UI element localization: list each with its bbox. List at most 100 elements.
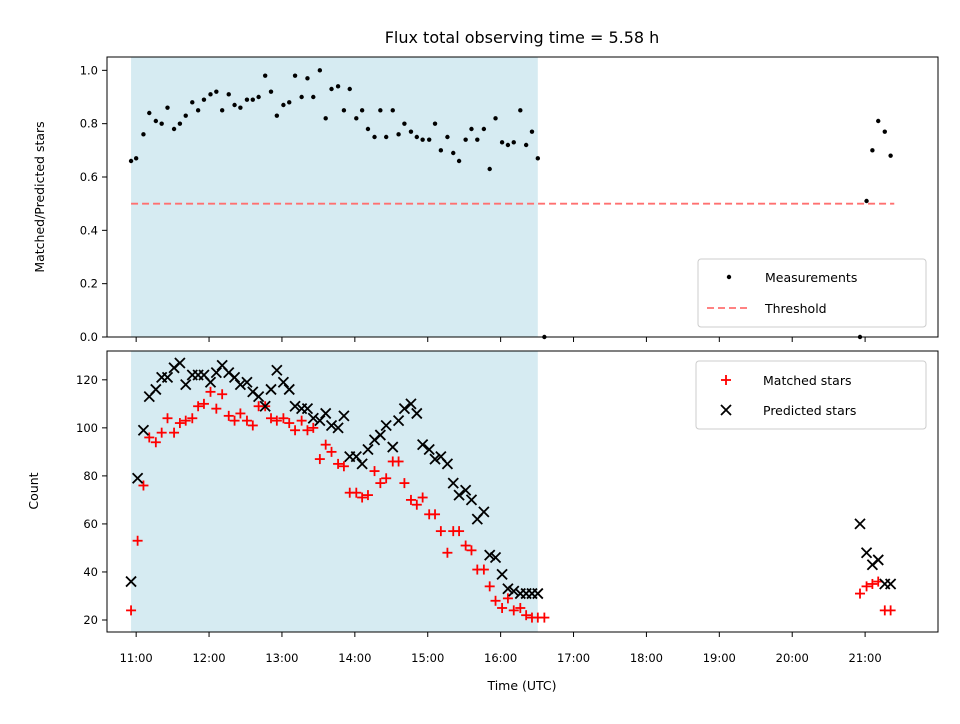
measurement-point	[475, 137, 480, 142]
predicted-star-point	[325, 419, 338, 432]
measurement-point	[268, 89, 274, 94]
measurement-point	[535, 156, 541, 161]
predicted-star-point	[411, 407, 423, 420]
measurement-point	[505, 142, 511, 148]
top-y-ticks: 0.0 0.2 0.4 0.6 0.8 1.0	[80, 63, 107, 344]
matched-star-point	[235, 408, 246, 419]
matched-star-point	[466, 545, 477, 556]
x-tick-label: 16:00	[484, 651, 517, 665]
predicted-star-point	[241, 376, 253, 388]
matched-star-point	[490, 595, 501, 606]
matched-star-point	[193, 401, 204, 412]
measurement-point	[274, 113, 280, 118]
measurement-point	[518, 108, 523, 113]
predicted-star-point	[204, 376, 217, 388]
predicted-star-point	[210, 366, 222, 379]
predicted-star-point	[307, 412, 319, 424]
matched-star-point	[320, 439, 331, 450]
predicted-star-point	[228, 371, 241, 384]
matched-star-point	[381, 473, 392, 484]
top-span-shade	[131, 57, 538, 337]
predicted-star-point	[508, 585, 520, 597]
measurement-point	[190, 100, 195, 105]
measurement-point	[864, 198, 869, 204]
top-axes-frame	[106, 56, 939, 338]
matched-star-point	[484, 581, 495, 592]
measurement-point	[262, 73, 268, 78]
matched-star-point	[375, 478, 386, 489]
predicted-star-point	[441, 458, 454, 470]
predicted-star-point	[289, 400, 301, 412]
matched-star-point	[333, 458, 344, 469]
predicted-star-point	[532, 587, 544, 600]
matched-star-point	[855, 588, 866, 599]
matched-star-point	[247, 420, 258, 431]
matched-star-point	[521, 610, 532, 621]
top-y-tick-label: 0.0	[80, 330, 98, 344]
measurement-point	[390, 108, 395, 113]
x-tick-label: 12:00	[192, 651, 225, 665]
predicted-star-point	[374, 429, 386, 441]
matched-star-point	[357, 492, 368, 503]
measurement-point	[414, 134, 420, 140]
predicted-star-point	[265, 383, 277, 396]
matched-star-point	[515, 602, 526, 613]
predicted-star-point	[301, 403, 314, 415]
measurement-point	[214, 89, 219, 94]
measurement-point	[329, 86, 334, 92]
matched-star-point	[393, 456, 404, 467]
measurement-point	[426, 137, 432, 142]
measurement-point	[882, 129, 887, 134]
measurement-point	[420, 137, 425, 142]
measurement-point	[201, 97, 207, 102]
legend-threshold-label: Threshold	[764, 301, 827, 316]
predicted-star-point	[460, 484, 472, 496]
x-tick-label: 18:00	[630, 651, 663, 665]
matched-star-point	[223, 410, 234, 421]
legend-measurements-marker	[726, 274, 732, 280]
top-y-axis-label: Matched/Predicted stars	[32, 121, 47, 272]
predicted-star-point	[447, 477, 459, 489]
matched-star-point	[162, 413, 173, 424]
bottom-y-tick-label: 40	[83, 565, 98, 579]
matched-stars-points	[126, 386, 896, 623]
predicted-star-point	[362, 443, 374, 456]
measurement-point	[256, 94, 261, 100]
matched-star-point	[314, 454, 325, 465]
matched-star-point	[284, 418, 295, 429]
measurement-point	[153, 118, 159, 124]
top-y-tick-label: 0.4	[80, 223, 98, 237]
matched-star-point	[885, 605, 896, 616]
matched-star-point	[174, 418, 185, 429]
measurement-point	[305, 76, 310, 81]
measurement-point	[359, 108, 365, 113]
predicted-star-point	[405, 398, 417, 410]
measurement-point	[159, 121, 164, 126]
matched-star-point	[180, 415, 191, 426]
measurement-point	[451, 150, 456, 156]
predicted-star-point	[478, 506, 490, 518]
matched-star-point	[278, 413, 289, 424]
bottom-legend-box	[695, 360, 927, 430]
bottom-y-tick-label: 80	[83, 469, 98, 483]
matched-star-point	[302, 425, 313, 436]
top-y-tick-label: 0.2	[80, 277, 98, 291]
measurement-point	[456, 158, 462, 164]
matched-star-point	[132, 535, 143, 546]
x-tick-label: 21:00	[849, 651, 882, 665]
predicted-star-point	[502, 583, 514, 595]
predicted-star-point	[392, 415, 405, 427]
measurement-point	[365, 126, 371, 132]
top-y-tick-label: 0.8	[80, 117, 98, 131]
bottom-axes-frame	[106, 350, 939, 633]
top-y-tick-label: 1.0	[80, 63, 98, 77]
matched-star-point	[205, 386, 216, 397]
matched-star-point	[478, 564, 489, 575]
measurement-point	[383, 134, 389, 140]
measurement-point	[219, 108, 225, 113]
matched-star-point	[454, 526, 465, 537]
matched-star-point	[241, 415, 252, 426]
measurement-point	[311, 94, 316, 100]
predicted-star-point	[234, 378, 247, 391]
measurement-point	[529, 129, 535, 134]
